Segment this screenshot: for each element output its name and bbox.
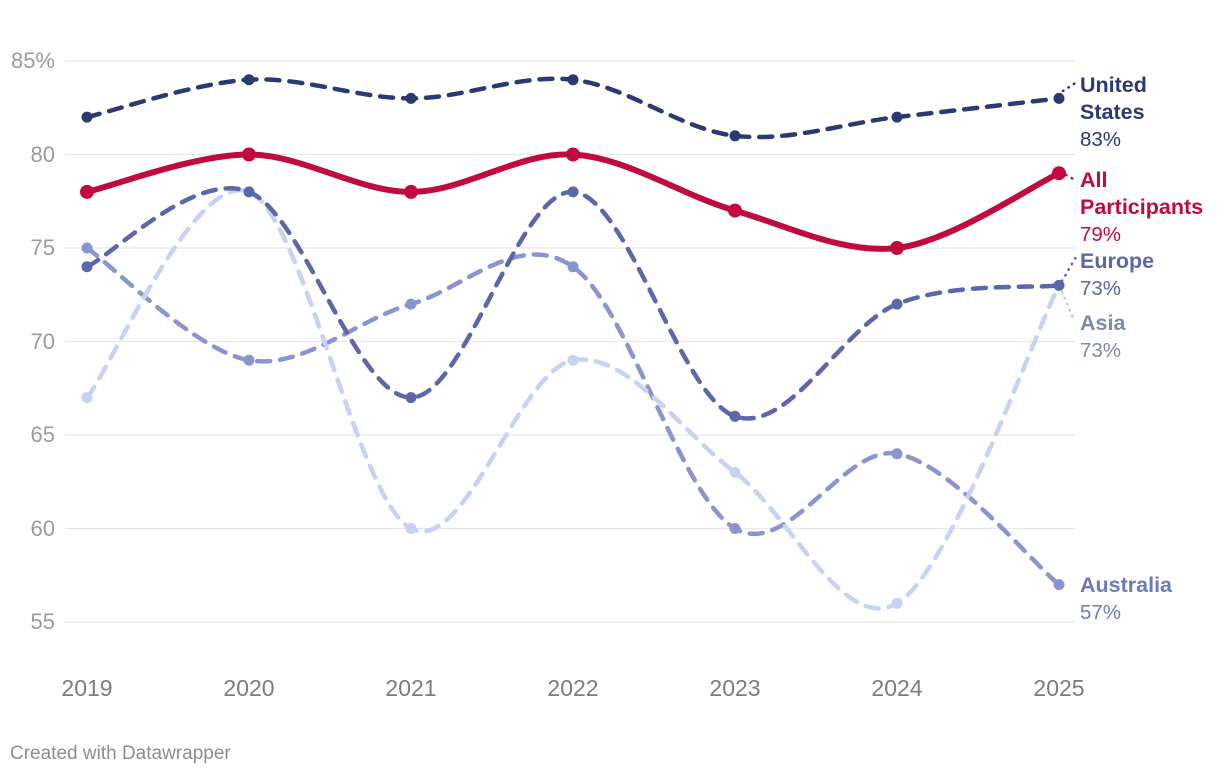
point-australia-2022: [567, 261, 579, 273]
point-all-participants-2021: [404, 184, 418, 199]
y-axis-tick-60: 60: [30, 515, 55, 541]
leader-line-europe: [1060, 255, 1078, 283]
point-asia-2019: [81, 392, 93, 404]
series-asia: [81, 186, 1065, 611]
series-name-all-participants: Participants: [1080, 195, 1204, 219]
series-value-asia: 73%: [1080, 339, 1122, 362]
series-name-united-states: States: [1080, 100, 1145, 124]
leader-line-asia: [1060, 290, 1075, 320]
series-australia: [81, 242, 1065, 591]
point-all-participants-2023: [728, 203, 742, 218]
point-europe-2020: [243, 186, 255, 198]
x-axis-tick-2023: 2023: [709, 675, 761, 701]
point-united-states-2019: [81, 111, 93, 123]
series-united-states: [81, 74, 1065, 142]
x-axis-tick-2022: 2022: [547, 675, 599, 701]
series-europe: [81, 186, 1065, 422]
point-europe-2024: [891, 298, 903, 310]
y-axis-tick-75: 75: [30, 235, 55, 260]
series-name-asia: Asia: [1080, 311, 1126, 335]
point-europe-2025: [1053, 279, 1065, 291]
point-europe-2021: [405, 392, 417, 404]
series-value-united-states: 83%: [1080, 128, 1122, 151]
line-asia: [84, 187, 1062, 611]
point-asia-2022: [567, 354, 579, 366]
series-label-asia: Asia 73%: [1080, 310, 1220, 364]
point-united-states-2021: [405, 92, 417, 104]
point-australia-2023: [729, 523, 741, 534]
point-united-states-2022: [567, 74, 579, 86]
y-axis-tick-65: 65: [30, 422, 55, 447]
point-asia-2021: [405, 523, 417, 534]
x-axis-tick-2025: 2025: [1033, 675, 1085, 701]
point-australia-2021: [405, 298, 417, 310]
point-all-participants-2025: [1052, 166, 1066, 181]
point-australia-2019: [81, 242, 93, 254]
series-label-europe: Europe 73%: [1080, 248, 1220, 302]
point-united-states-2023: [729, 130, 741, 142]
point-asia-2023: [729, 466, 741, 478]
point-all-participants-2022: [566, 147, 580, 162]
point-australia-2024: [891, 448, 903, 460]
point-united-states-2020: [243, 74, 255, 86]
x-axis-tick-2020: 2020: [223, 675, 275, 701]
x-axis-tick-2024: 2024: [871, 675, 923, 701]
point-australia-2020: [243, 354, 255, 366]
point-europe-2022: [567, 186, 579, 198]
x-axis-tick-2019: 2019: [61, 675, 113, 701]
series-value-europe: 73%: [1080, 277, 1122, 300]
line-united-states: [84, 76, 1062, 140]
datawrapper-credit: Created with Datawrapper: [10, 743, 231, 764]
series-name-all-participants: All: [1080, 168, 1108, 192]
series-value-australia: 57%: [1080, 601, 1122, 624]
leader-line-united-states: [1061, 80, 1079, 93]
series-name-europe: Europe: [1080, 249, 1155, 273]
point-europe-2023: [729, 410, 741, 422]
y-axis-tick-80: 80: [30, 141, 55, 167]
point-all-participants-2024: [890, 241, 904, 255]
series-label-united-states: United States 83%: [1080, 72, 1220, 153]
line-europe: [84, 186, 1062, 421]
x-axis-tick-2021: 2021: [385, 675, 437, 701]
y-axis-tick-55: 55: [30, 609, 55, 634]
series-all-participants: [80, 147, 1066, 255]
series-label-australia: Australia 57%: [1080, 572, 1220, 626]
leader-line-all-participants: [1064, 173, 1079, 183]
point-australia-2025: [1053, 579, 1065, 591]
point-europe-2019: [81, 261, 93, 273]
series-value-all-participants: 79%: [1080, 223, 1122, 246]
line-all-participants: [84, 151, 1062, 252]
series-name-australia: Australia: [1080, 573, 1173, 597]
series-label-all-participants: All Participants 79%: [1080, 167, 1220, 248]
point-united-states-2025: [1053, 92, 1065, 104]
point-all-participants-2020: [242, 147, 256, 162]
y-axis-tick-70: 70: [30, 328, 55, 354]
point-asia-2024: [891, 597, 903, 609]
point-united-states-2024: [891, 111, 903, 123]
y-axis-tick-85: 85%: [10, 48, 55, 73]
point-all-participants-2019: [80, 184, 94, 199]
series-name-united-states: United: [1080, 73, 1147, 97]
